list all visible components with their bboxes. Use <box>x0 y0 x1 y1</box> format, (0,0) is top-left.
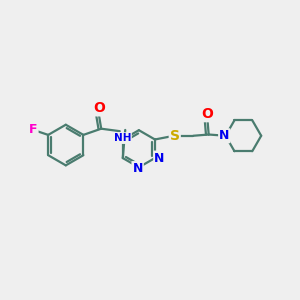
Text: S: S <box>170 129 180 143</box>
Text: NH: NH <box>113 133 131 143</box>
Text: N: N <box>154 152 165 164</box>
Text: N: N <box>219 129 230 142</box>
Text: O: O <box>202 107 213 121</box>
Text: F: F <box>29 123 38 136</box>
Text: N: N <box>132 162 143 175</box>
Text: O: O <box>93 101 105 116</box>
